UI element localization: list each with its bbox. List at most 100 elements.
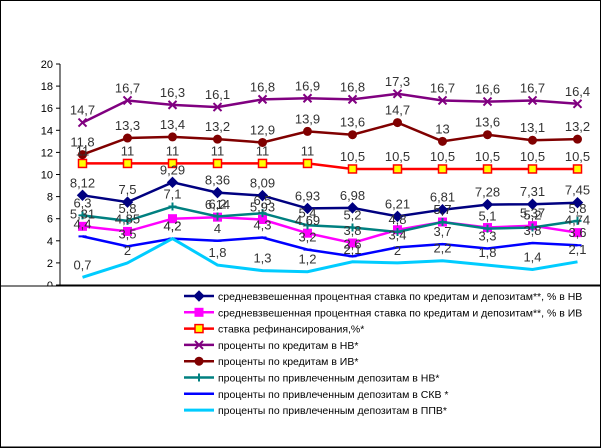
data-label: 16,6 (475, 82, 500, 97)
data-point (437, 164, 448, 174)
data-point (122, 158, 133, 169)
data-label: 6,14 (205, 197, 230, 212)
data-label: 16,8 (250, 79, 275, 94)
data-label: 7,31 (520, 184, 545, 199)
y-tick-label: 2 (47, 258, 53, 270)
data-label: 1,3 (253, 251, 271, 266)
data-point (194, 323, 204, 334)
data-label: 10,5 (475, 149, 500, 164)
data-point (78, 150, 87, 160)
data-label: 13,4 (160, 117, 185, 132)
data-label: 13,2 (205, 119, 230, 134)
data-point (77, 117, 88, 128)
data-label: 10,5 (520, 149, 545, 164)
data-point (168, 132, 177, 142)
data-point (438, 218, 447, 227)
series-line (82, 162, 578, 171)
data-point (527, 164, 538, 174)
data-label: 5,2 (523, 208, 541, 223)
series-5 (78, 118, 582, 160)
data-point (78, 211, 87, 220)
data-point (168, 202, 177, 211)
data-point (123, 226, 132, 236)
series-line (82, 236, 578, 279)
data-label: 3,8 (523, 223, 541, 238)
data-label: 7,5 (118, 182, 136, 197)
data-point (212, 102, 223, 112)
data-label: 13,2 (565, 119, 590, 134)
data-point (77, 158, 88, 169)
data-point (194, 340, 204, 350)
data-point (528, 223, 537, 232)
data-point (258, 209, 267, 218)
data-label: 5,7 (433, 202, 451, 217)
data-label: 13 (435, 121, 449, 136)
legend-item-5: проценты по кредитам в ИВ* (184, 356, 358, 368)
legend-label: ставка рефинансирования,%* (218, 324, 364, 336)
legend-item-1: средневзвешенная процентная ставка по кр… (184, 290, 582, 303)
legend: средневзвешенная процентная ставка по кр… (0, 285, 601, 448)
data-point (392, 89, 403, 99)
legend-label: средневзвешенная процентная ставка по кр… (218, 307, 582, 319)
data-point (392, 164, 403, 174)
data-point (301, 202, 314, 215)
data-point (483, 224, 492, 233)
data-point (212, 158, 223, 169)
data-label: 11 (301, 143, 315, 158)
data-label: 14,7 (70, 103, 95, 118)
series-6 (78, 202, 582, 236)
y-tick-label: 20 (41, 59, 53, 71)
data-point (572, 99, 583, 109)
data-label: 4,2 (163, 219, 181, 234)
data-label: 2 (394, 243, 401, 258)
series-4 (77, 89, 583, 128)
y-tick-label: 16 (41, 103, 53, 115)
data-label: 5,8 (118, 201, 136, 216)
series-3 (77, 158, 583, 174)
data-label: 2,6 (343, 236, 361, 251)
data-label: 9,29 (160, 162, 185, 177)
data-label: 16,4 (565, 84, 590, 99)
data-point (193, 290, 205, 302)
data-point (211, 186, 224, 199)
data-label: 13,6 (475, 115, 500, 130)
data-label: 10,5 (385, 149, 410, 164)
data-point (348, 130, 357, 140)
data-point (302, 93, 313, 103)
data-label: 6,93 (295, 188, 320, 203)
data-label: 5,37 (520, 206, 545, 221)
data-point (257, 158, 268, 169)
data-label: 4 (214, 221, 221, 236)
data-label: 1,8 (478, 245, 496, 260)
data-label: 16,8 (340, 79, 365, 94)
data-label: 7,45 (565, 183, 590, 198)
data-point (257, 94, 268, 105)
data-label: 6,81 (430, 190, 455, 205)
data-point (393, 118, 402, 128)
data-point (302, 158, 313, 169)
legend-label: проценты по кредитам в НВ* (218, 340, 358, 352)
data-point (78, 221, 87, 231)
legend-item-2: средневзвешенная процентная ставка по кр… (184, 307, 582, 319)
data-label: 2,1 (568, 242, 586, 257)
data-point (436, 204, 449, 216)
legend-label: проценты по привлеченным депозитам в СКВ… (218, 389, 448, 401)
data-label: 4,3 (253, 217, 271, 232)
data-point (573, 134, 582, 144)
data-point (571, 196, 584, 209)
data-point (347, 94, 358, 105)
legend-label: средневзвешенная процентная ставка по кр… (218, 291, 582, 303)
data-label: 3,5 (118, 226, 136, 241)
data-point (481, 198, 494, 211)
data-labels-layer: 8,12 7,5 9,29 8,36 8,09 6,93 6,98 6,21 6,81 7,28 7… (70, 74, 590, 272)
data-label: 2,1 (343, 242, 361, 257)
data-point (213, 212, 222, 221)
data-label: 10,5 (565, 149, 590, 164)
legend-label: проценты по привлеченным депозитам в НВ* (218, 373, 439, 385)
data-label: 12,9 (250, 122, 275, 137)
series-1 (76, 176, 584, 223)
y-tick-label: 18 (41, 81, 53, 93)
data-label: 16,9 (295, 78, 320, 93)
data-label: 3,4 (388, 227, 406, 242)
